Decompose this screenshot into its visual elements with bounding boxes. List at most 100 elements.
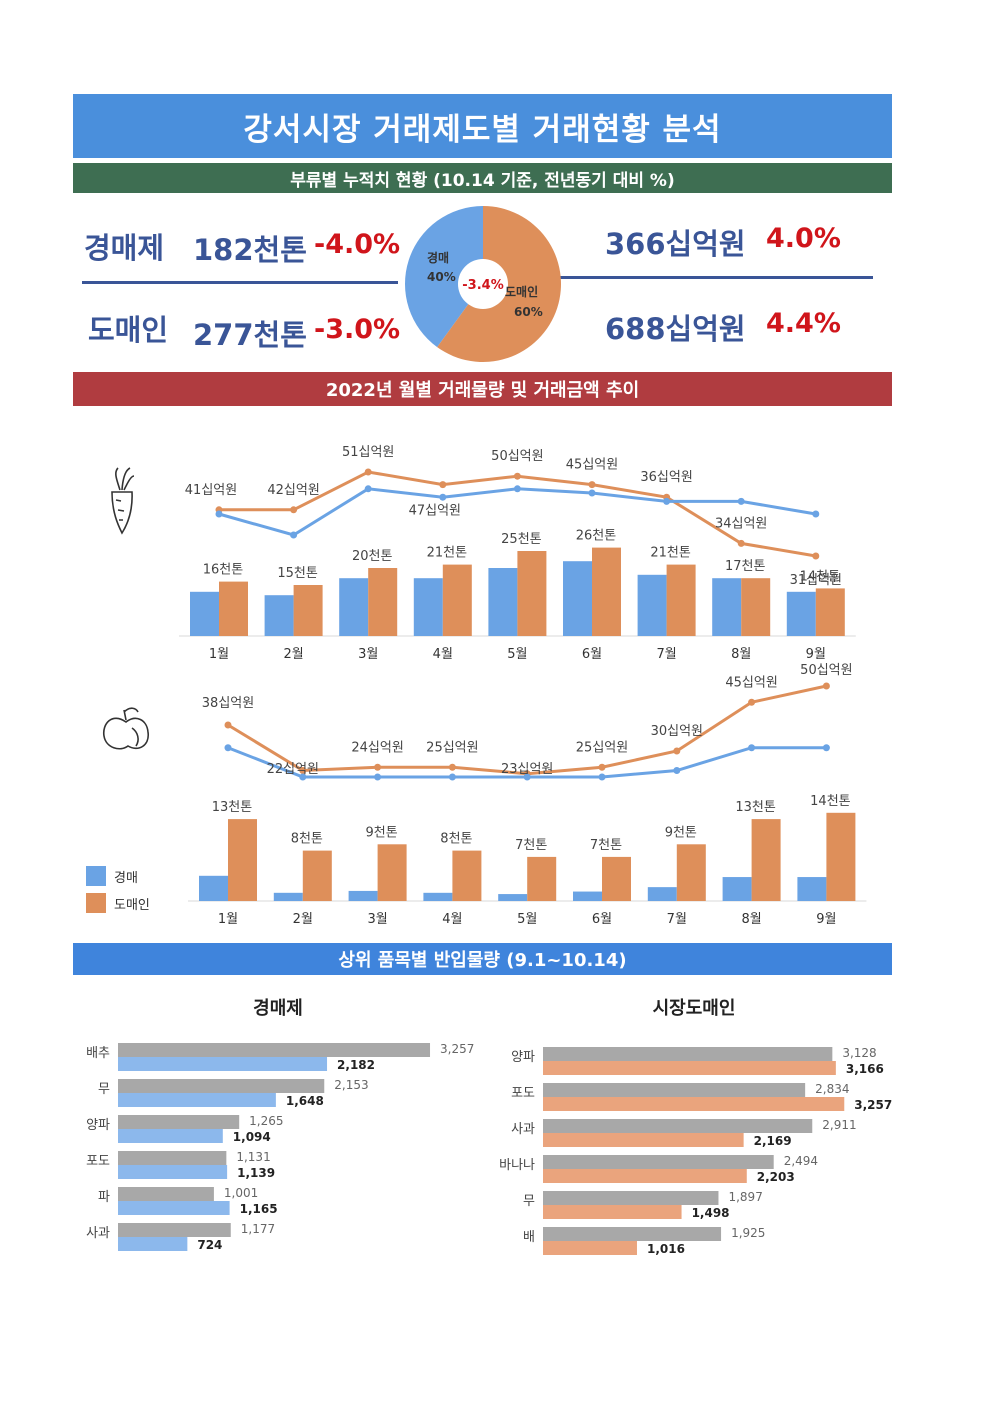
bar-current: [543, 1133, 744, 1147]
bar-label: 13천톤: [735, 800, 776, 815]
bar-wholesale: [666, 564, 696, 636]
line-wholesale: [227, 684, 827, 776]
point-wholesale: [374, 763, 382, 771]
bar-wholesale: [368, 568, 398, 636]
section-title-cumulative: 부류별 누적치 현황 (10.14 기준, 전년동기 대비 %): [73, 163, 892, 193]
line-label: 23십억원: [501, 762, 553, 777]
pie-label-auction-name: 경매: [427, 250, 449, 265]
bar-value-current: 724: [197, 1238, 222, 1252]
bar-wholesale: [452, 850, 482, 901]
bar-auction: [637, 574, 667, 636]
bar-wholesale: [815, 588, 845, 636]
bar-value-prev: 1,897: [728, 1190, 762, 1204]
point-auction: [299, 773, 307, 781]
point-auction: [364, 485, 372, 493]
bar-value-prev: 3,257: [440, 1042, 474, 1056]
point-auction: [290, 531, 298, 539]
bar-label: 9천톤: [365, 825, 397, 840]
bar-prev: [543, 1227, 722, 1241]
pie-center-hole: [458, 259, 508, 309]
point-wholesale: [439, 481, 447, 489]
monthly-legend: 경매 도매인: [86, 866, 150, 913]
bar-auction: [264, 595, 294, 636]
bar-value-prev: 2,911: [822, 1118, 856, 1132]
bar-label: 8천톤: [440, 832, 472, 847]
x-tick-label: 8월: [731, 647, 751, 662]
category-label: 배추: [86, 1046, 110, 1061]
line-label: 45십억원: [566, 458, 618, 473]
line-label: 31십억원: [790, 573, 842, 588]
point-auction: [224, 744, 232, 752]
bar-value-current: 3,166: [846, 1062, 884, 1076]
x-tick-label: 6월: [592, 912, 612, 927]
x-tick-label: 5월: [517, 912, 537, 927]
bar-label: 21천톤: [427, 546, 468, 561]
bar-prev: [543, 1155, 774, 1169]
x-tick-label: 6월: [582, 647, 602, 662]
bar-current: [543, 1205, 682, 1219]
bar-value-prev: 3,128: [842, 1046, 876, 1060]
bar-value-prev: 1,177: [241, 1222, 275, 1236]
bar-wholesale: [676, 844, 706, 901]
bar-auction: [413, 578, 443, 636]
category-label: 무: [98, 1082, 110, 1097]
line-label: 41십억원: [185, 483, 237, 498]
category-label: 무: [523, 1194, 535, 1209]
bar-wholesale: [228, 819, 257, 901]
point-auction: [748, 744, 756, 752]
point-auction: [215, 510, 223, 518]
bar-wholesale: [293, 585, 323, 636]
bar-auction: [647, 887, 677, 901]
line-label: 50십억원: [800, 663, 852, 678]
line-label: 38십억원: [202, 696, 254, 711]
bar-prev: [543, 1083, 806, 1097]
apple-icon: [102, 707, 149, 750]
bar-value-current: 1,094: [233, 1130, 271, 1144]
top-items-wholesale-title: 시장도매인: [653, 998, 736, 1019]
bar-current: [118, 1165, 228, 1179]
bar-value-prev: 2,494: [784, 1154, 818, 1168]
pie-chart: -3.4% 경매 40% 도매인 60%: [405, 206, 561, 362]
category-label: 사과: [86, 1226, 110, 1241]
bar-auction: [786, 591, 816, 636]
monthly-chart-vegetable: 16천톤 1월 15천톤 2월 20천톤 3월 21천톤 4월 25천톤 5월 26천톤 6월 21천톤…: [179, 445, 856, 662]
bar-label: 26천톤: [576, 529, 617, 544]
bar-wholesale: [517, 551, 547, 636]
bar-prev: [543, 1047, 833, 1061]
x-tick-label: 5월: [507, 647, 527, 662]
kpi-auction-volume: 182천톤: [193, 233, 307, 267]
bar-current: [543, 1061, 836, 1075]
x-tick-label: 3월: [367, 912, 387, 927]
bar-auction: [190, 591, 219, 636]
kpi-auction-amount: 366십억원: [605, 227, 746, 261]
kpi-auction-volume-change: -4.0%: [314, 229, 401, 260]
pie-center-label: -3.4%: [462, 278, 503, 293]
bar-wholesale: [602, 856, 631, 901]
category-label: 양파: [86, 1118, 110, 1133]
point-wholesale: [812, 552, 820, 560]
bar-wholesale: [377, 844, 407, 901]
category-label: 사과: [511, 1122, 535, 1137]
point-wholesale: [737, 539, 745, 547]
bar-value-current: 1,139: [237, 1166, 275, 1180]
pie-label-wholesale-name: 도매인: [505, 284, 538, 299]
x-tick-label: 7월: [667, 912, 687, 927]
bar-label: 21천톤: [650, 546, 691, 561]
bar-label: 9천톤: [665, 825, 697, 840]
section-title-monthly: 2022년 월별 거래물량 및 거래금액 추이: [73, 372, 892, 406]
bar-value-current: 2,203: [757, 1170, 795, 1184]
point-auction: [588, 489, 596, 497]
bar-wholesale: [302, 850, 332, 901]
line-label: 25십억원: [576, 740, 628, 755]
bar-label: 14천톤: [810, 794, 851, 809]
line-label: 47십억원: [409, 504, 461, 519]
point-auction: [812, 510, 820, 518]
point-wholesale: [748, 698, 756, 706]
bar-auction: [339, 578, 369, 636]
bar-auction: [573, 891, 602, 901]
x-tick-label: 3월: [358, 647, 378, 662]
x-tick-label: 9월: [806, 647, 826, 662]
bar-label: 14천톤: [800, 569, 841, 584]
bar-wholesale: [741, 578, 771, 636]
bar-current: [118, 1237, 188, 1251]
